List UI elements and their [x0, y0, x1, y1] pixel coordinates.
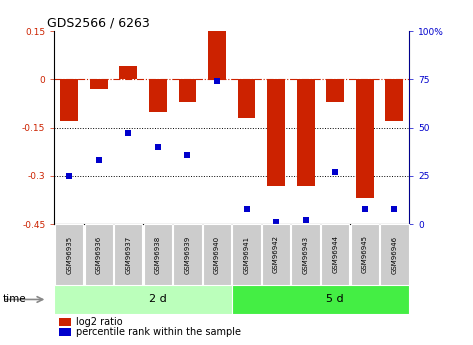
Text: GSM96941: GSM96941 [244, 235, 250, 274]
Bar [267, 79, 285, 186]
Bar [321, 224, 350, 285]
Text: GSM96942: GSM96942 [273, 235, 279, 274]
Bar [114, 224, 142, 285]
Bar [178, 79, 196, 102]
Text: GSM96937: GSM96937 [125, 235, 131, 274]
Text: GSM96943: GSM96943 [303, 235, 309, 274]
Bar [297, 79, 315, 186]
Bar [326, 79, 344, 102]
Text: 2 d: 2 d [149, 294, 167, 304]
Text: log2 ratio: log2 ratio [76, 317, 123, 327]
Text: percentile rank within the sample: percentile rank within the sample [76, 327, 241, 337]
Text: GSM96944: GSM96944 [332, 235, 338, 274]
Text: GSM96935: GSM96935 [66, 235, 72, 274]
Bar [356, 79, 374, 198]
Bar [262, 224, 290, 285]
Text: time: time [2, 295, 26, 304]
Bar [291, 224, 320, 285]
Bar [90, 79, 108, 89]
Text: GSM96939: GSM96939 [184, 235, 191, 274]
Text: 5 d: 5 d [326, 294, 344, 304]
Text: GSM96946: GSM96946 [391, 235, 397, 274]
Bar [208, 31, 226, 79]
Bar [54, 285, 232, 314]
Bar [119, 67, 137, 79]
Text: GSM96940: GSM96940 [214, 235, 220, 274]
Bar [380, 224, 409, 285]
Bar [173, 224, 201, 285]
Bar [149, 79, 166, 111]
Text: GSM96936: GSM96936 [96, 235, 102, 274]
Text: GSM96938: GSM96938 [155, 235, 161, 274]
Bar [85, 224, 113, 285]
Text: GDS2566 / 6263: GDS2566 / 6263 [47, 17, 150, 30]
Bar [385, 79, 403, 121]
Bar [350, 224, 379, 285]
Bar [232, 285, 409, 314]
Bar [237, 79, 255, 118]
Bar [61, 79, 78, 121]
Text: GSM96945: GSM96945 [362, 235, 368, 274]
Bar [232, 224, 261, 285]
Bar [55, 224, 83, 285]
Bar [144, 224, 172, 285]
Bar [203, 224, 231, 285]
